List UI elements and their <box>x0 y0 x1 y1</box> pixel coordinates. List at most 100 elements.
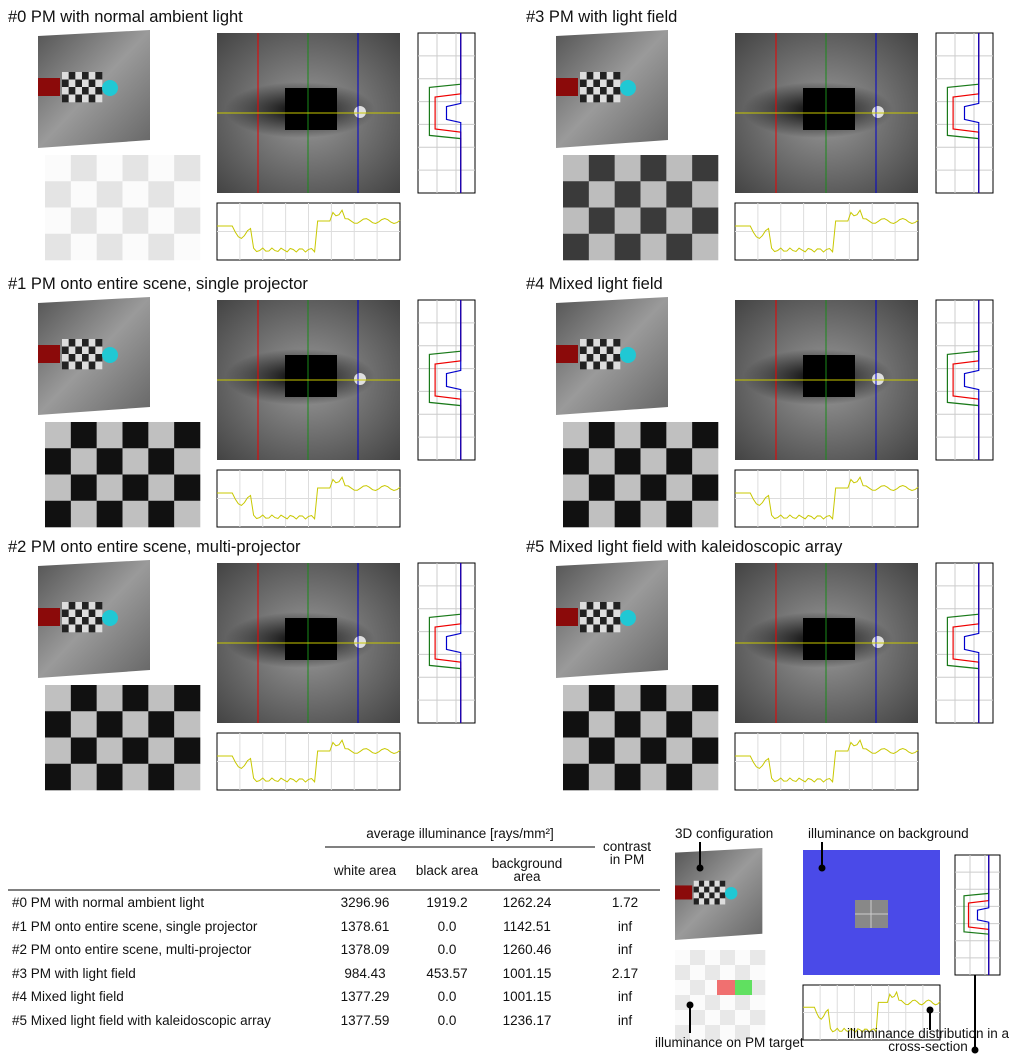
callout-dot <box>687 1002 694 1009</box>
pattern-cell <box>641 711 667 738</box>
scene-cube <box>699 898 705 904</box>
pattern-cell <box>97 685 123 712</box>
pattern-cell <box>705 995 720 1010</box>
target-black <box>735 980 752 995</box>
pattern-cell <box>666 208 692 235</box>
pattern-cell <box>735 1010 750 1025</box>
pattern-cell <box>123 234 149 261</box>
scene-cube <box>69 610 76 618</box>
scene-cube <box>600 625 607 633</box>
pattern-cell <box>690 980 705 995</box>
pattern-cell <box>563 711 589 738</box>
pattern-cell <box>615 448 641 475</box>
pattern-cell <box>71 208 97 235</box>
pattern-cell <box>641 475 667 502</box>
table-cell: 0.0 <box>407 919 487 934</box>
pattern-cell <box>589 738 615 765</box>
panel-title: #5 Mixed light field with kaleidoscopic … <box>526 538 842 557</box>
pattern-cell <box>589 501 615 528</box>
scene-cube <box>587 610 594 618</box>
scene-cube <box>613 617 620 625</box>
scene-cube <box>89 625 96 633</box>
scene-cube <box>580 339 587 347</box>
pattern-cell <box>148 234 174 261</box>
pattern-cell <box>641 155 667 182</box>
scene-cube <box>699 881 705 887</box>
scene-cube <box>607 72 614 80</box>
scene-cube <box>89 602 96 610</box>
scene-cube <box>715 881 721 887</box>
pattern-cell <box>675 965 690 980</box>
table-cell: 1377.29 <box>325 989 405 1004</box>
pattern-cell <box>692 711 718 738</box>
scene-cube <box>600 610 607 618</box>
scene-cube <box>95 602 102 610</box>
scene-cube <box>709 898 715 904</box>
pattern-cell <box>174 155 200 182</box>
pattern-cell <box>97 764 123 791</box>
pattern-cell <box>97 501 123 528</box>
scene-sphere <box>102 610 118 626</box>
table-cell: inf <box>585 1013 665 1028</box>
scene-cube <box>62 339 69 347</box>
pattern-cell <box>123 764 149 791</box>
scene-cube <box>613 602 620 610</box>
pattern-cell <box>45 501 71 528</box>
pattern-cell <box>148 685 174 712</box>
pattern-cell <box>563 208 589 235</box>
pattern-cell <box>97 208 123 235</box>
row-label: #1 PM onto entire scene, single projecto… <box>12 919 257 934</box>
scene-cube <box>600 72 607 80</box>
scene-cube <box>69 87 76 95</box>
row-label: #4 Mixed light field <box>12 989 124 1004</box>
table-cell: 1378.09 <box>325 942 405 957</box>
scene-cube <box>607 80 614 88</box>
table-cell: inf <box>585 942 665 957</box>
pattern-cell <box>692 155 718 182</box>
pattern-cell <box>692 448 718 475</box>
scene-cube <box>89 80 96 88</box>
callout-dot <box>819 865 826 872</box>
scene-cube <box>89 617 96 625</box>
pattern-cell <box>148 501 174 528</box>
scene-cube <box>593 347 600 355</box>
pattern-cell <box>750 1010 765 1025</box>
scene-cube <box>82 95 89 103</box>
scene-cube <box>69 362 76 370</box>
scene-cube <box>709 881 715 887</box>
pattern-cell <box>148 422 174 449</box>
scene-cube <box>95 610 102 618</box>
scene-cube <box>694 898 700 904</box>
scene-cube <box>82 602 89 610</box>
table-cell: 984.43 <box>325 966 405 981</box>
table-header: average illuminance [rays/mm²] <box>325 826 595 841</box>
scene-cube <box>580 354 587 362</box>
scene-cube <box>613 87 620 95</box>
scene-cube <box>82 80 89 88</box>
pattern-cell <box>666 738 692 765</box>
scene-cube <box>75 347 82 355</box>
pattern-cell <box>174 422 200 449</box>
scene-cube <box>62 72 69 80</box>
scene-cube <box>699 892 705 898</box>
scene-cube <box>69 602 76 610</box>
pattern-cell <box>174 738 200 765</box>
pattern-cell <box>666 711 692 738</box>
pattern-cell <box>123 738 149 765</box>
pattern-cell <box>641 208 667 235</box>
pattern-cell <box>71 475 97 502</box>
scene-cube <box>69 80 76 88</box>
scene-cube <box>62 95 69 103</box>
scene-cube <box>62 87 69 95</box>
pattern-cell <box>174 501 200 528</box>
pattern-cell <box>615 155 641 182</box>
scene-cube <box>613 95 620 103</box>
pattern-cell <box>174 234 200 261</box>
table-header: contrast in PM <box>598 840 656 866</box>
scene-cube <box>95 625 102 633</box>
scene-cube <box>580 362 587 370</box>
target-white <box>717 980 735 995</box>
pattern-cell <box>123 685 149 712</box>
pattern-cell <box>615 181 641 208</box>
scene-cube <box>607 347 614 355</box>
